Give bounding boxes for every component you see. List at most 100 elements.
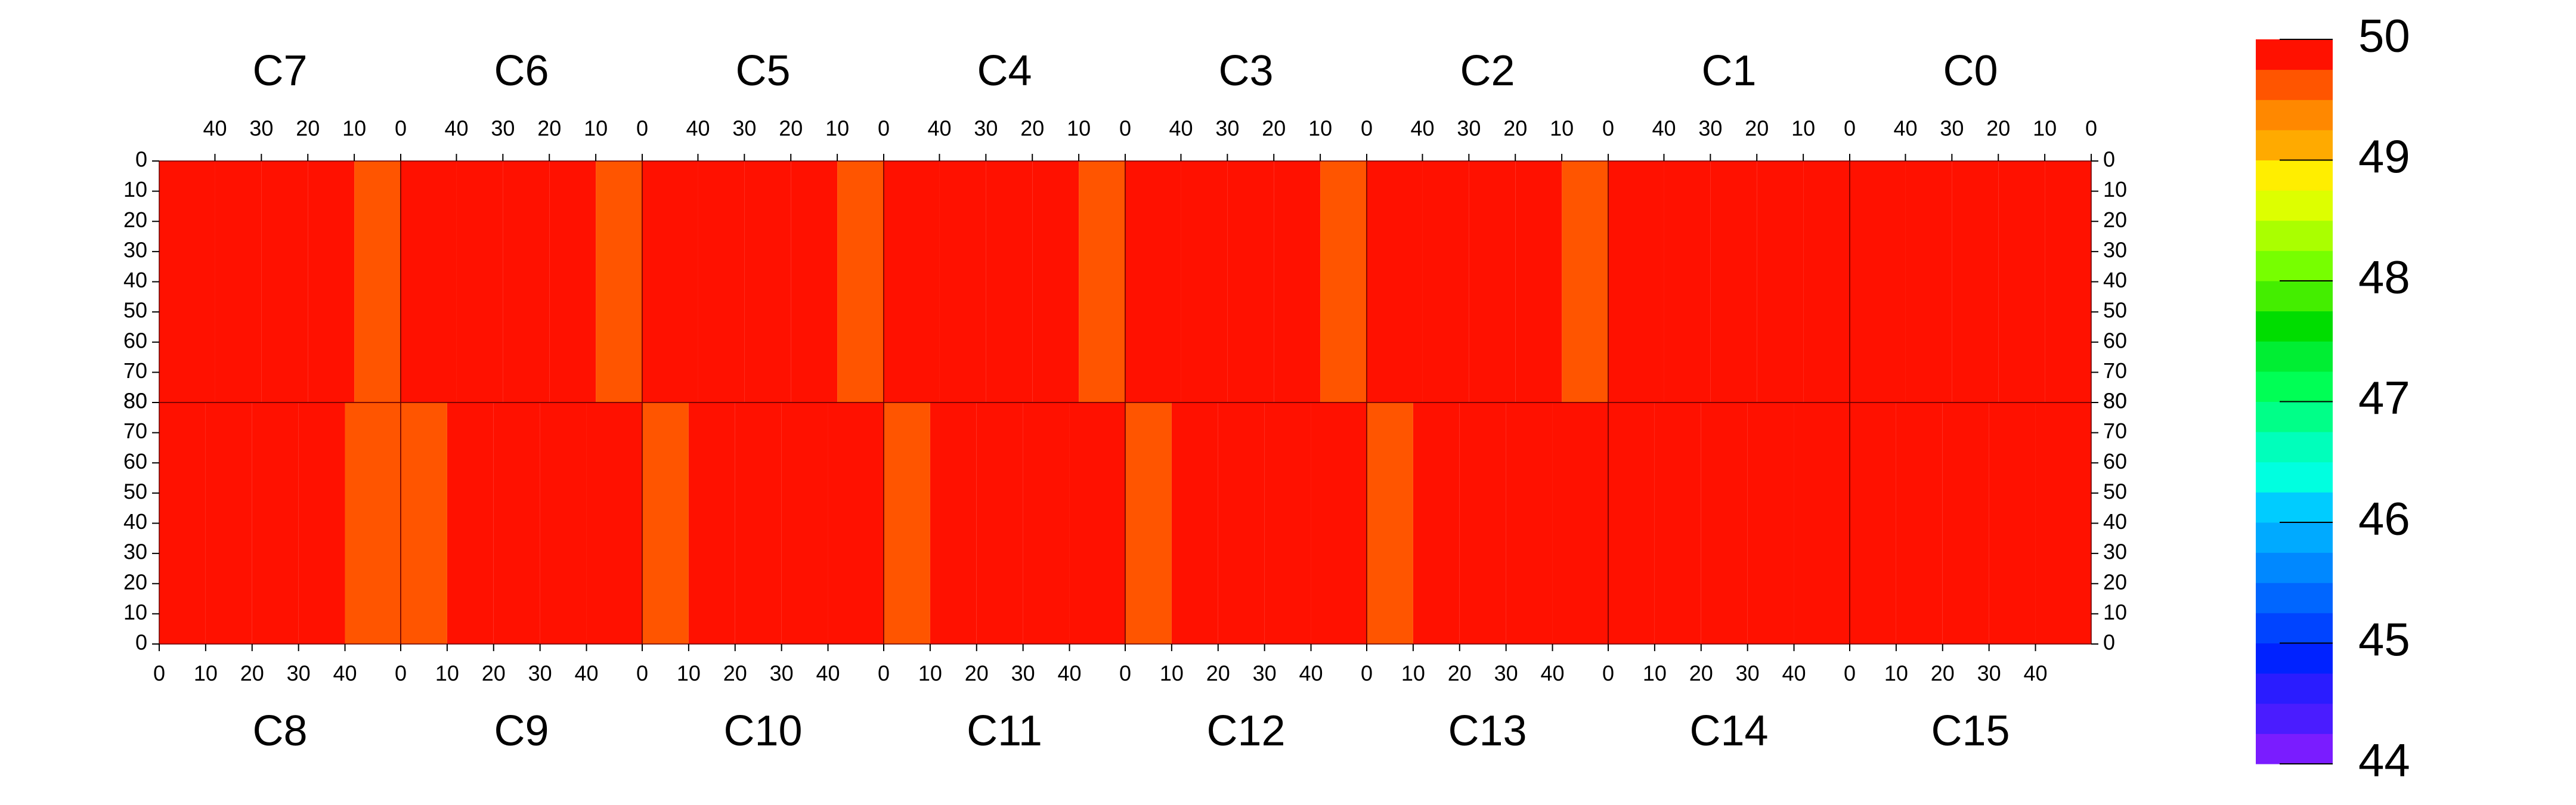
x-tick-label: 0 (1119, 116, 1131, 141)
chip-label: C2 (1460, 47, 1515, 95)
x-tick-label: 0 (395, 661, 407, 686)
colorbar-band (2256, 733, 2333, 764)
x-tick-label: 20 (965, 661, 989, 686)
heat-cell (642, 402, 689, 644)
heat-cell (261, 161, 308, 402)
heat-cell (549, 161, 596, 402)
heat-cell (986, 161, 1033, 402)
x-tick-label: 20 (537, 116, 561, 141)
chip-label: C3 (1218, 47, 1273, 95)
heat-cell (1320, 161, 1367, 402)
y-tick-label: 40 (2103, 268, 2127, 292)
heat-cell (1747, 402, 1794, 644)
heat-cell (1023, 402, 1070, 644)
heat-cell (781, 402, 828, 644)
heat-cell (1218, 402, 1265, 644)
heat-cell (1274, 161, 1321, 402)
x-tick-label: 30 (249, 116, 273, 141)
heat-cell (735, 402, 782, 644)
x-tick-label: 20 (1503, 116, 1527, 141)
y-tick-label: 0 (135, 147, 147, 172)
x-tick-label: 10 (1550, 116, 1574, 141)
x-tick-label: 0 (1844, 116, 1856, 141)
y-tick-label: 40 (123, 509, 147, 534)
colorbar-label: 49 (2358, 130, 2410, 182)
heat-cell (1227, 161, 1274, 402)
heat-cell (1469, 161, 1516, 402)
x-tick-label: 10 (435, 661, 459, 686)
heat-cell (930, 402, 977, 644)
heat-cell (698, 161, 745, 402)
heat-cell (1459, 402, 1506, 644)
y-tick-label: 20 (2103, 569, 2127, 594)
y-tick-label: 30 (2103, 237, 2127, 262)
x-tick-label: 20 (296, 116, 320, 141)
heat-cell (540, 402, 587, 644)
heat-cell (1608, 161, 1664, 402)
y-tick-label: 60 (2103, 328, 2127, 352)
heat-cell (1311, 402, 1367, 644)
x-tick-label: 20 (1262, 116, 1286, 141)
y-tick-label: 50 (2103, 298, 2127, 323)
x-tick-label: 0 (878, 116, 890, 141)
heat-cell (744, 161, 791, 402)
heat-cell (1506, 402, 1553, 644)
y-tick-label: 60 (123, 328, 147, 352)
heat-cell (205, 402, 252, 644)
heat-cell (2035, 402, 2091, 644)
colorbar-band (2256, 39, 2333, 70)
y-tick-label: 30 (2103, 540, 2127, 564)
x-tick-label: 20 (779, 116, 803, 141)
heat-cell (493, 402, 540, 644)
x-tick-label: 40 (1893, 116, 1917, 141)
colorbar-band (2256, 311, 2333, 342)
heat-cell (1905, 161, 1952, 402)
heat-cell (1125, 402, 1172, 644)
x-tick-label: 30 (528, 661, 552, 686)
x-tick-label: 40 (1169, 116, 1193, 141)
x-tick-label: 0 (1602, 116, 1614, 141)
x-tick-label: 0 (395, 116, 407, 141)
colorbar-label: 46 (2358, 493, 2410, 545)
heat-cell (401, 161, 457, 402)
heat-cell (1171, 402, 1218, 644)
y-tick-label: 80 (2103, 389, 2127, 413)
x-tick-label: 20 (482, 661, 506, 686)
heat-cell (1562, 161, 1608, 402)
x-tick-label: 10 (1160, 661, 1184, 686)
heat-cell (1367, 402, 1413, 644)
y-tick-label: 50 (123, 298, 147, 323)
x-tick-label: 10 (825, 116, 849, 141)
x-tick-label: 40 (203, 116, 227, 141)
heat-cell (1079, 161, 1125, 402)
colorbar-label: 47 (2358, 371, 2410, 424)
x-tick-label: 40 (2024, 661, 2048, 686)
x-tick-label: 40 (575, 661, 599, 686)
y-tick-label: 20 (123, 569, 147, 594)
colorbar-label: 50 (2358, 10, 2410, 62)
x-tick-label: 0 (1119, 661, 1131, 686)
colorbar-band (2256, 643, 2333, 674)
x-tick-label: 20 (1206, 661, 1230, 686)
heat-cell (1850, 161, 1906, 402)
y-tick-label: 10 (2103, 177, 2127, 202)
heat-cell (503, 161, 550, 402)
colorbar-band (2256, 341, 2333, 372)
y-tick-label: 70 (2103, 358, 2127, 383)
heat-cell (884, 161, 940, 402)
heat-cell (642, 161, 698, 402)
chip-label: C12 (1206, 707, 1285, 755)
y-tick-label: 70 (123, 358, 147, 383)
x-tick-label: 40 (1782, 661, 1806, 686)
x-tick-label: 40 (1058, 661, 1082, 686)
x-tick-label: 40 (686, 116, 710, 141)
colorbar-band (2256, 462, 2333, 493)
y-tick-label: 0 (2103, 147, 2115, 172)
x-tick-label: 30 (1494, 661, 1518, 686)
heat-cell (1701, 402, 1748, 644)
x-tick-label: 10 (194, 661, 218, 686)
heat-cell (688, 402, 735, 644)
y-tick-label: 20 (123, 208, 147, 232)
heat-cell (215, 161, 262, 402)
y-tick-label: 40 (123, 268, 147, 292)
